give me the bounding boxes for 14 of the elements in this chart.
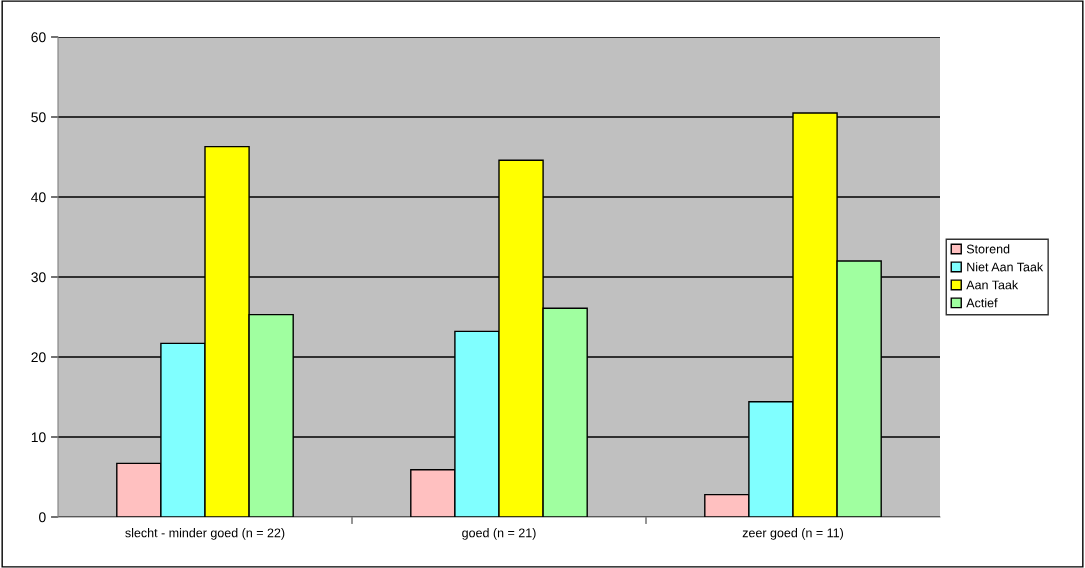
legend-label: Aan Taak	[966, 280, 1019, 290]
legend-label: Storend	[966, 244, 1010, 254]
y-tick-label: 40	[31, 192, 46, 203]
y-tick-label: 20	[31, 352, 46, 363]
y-tick-label: 10	[31, 432, 46, 443]
legend-label: Actief	[966, 298, 998, 308]
x-tick-label: zeer goed (n = 11)	[742, 528, 844, 540]
x-tick-label: slecht - minder goed (n = 22)	[125, 528, 285, 540]
y-tick-label: 50	[31, 112, 46, 123]
y-tick-label: 60	[31, 32, 46, 43]
y-tick-label: 0	[39, 512, 46, 523]
legend-label: Niet Aan Taak	[967, 262, 1044, 272]
y-tick-label: 30	[31, 272, 46, 283]
x-tick-label: goed (n = 21)	[462, 528, 536, 540]
